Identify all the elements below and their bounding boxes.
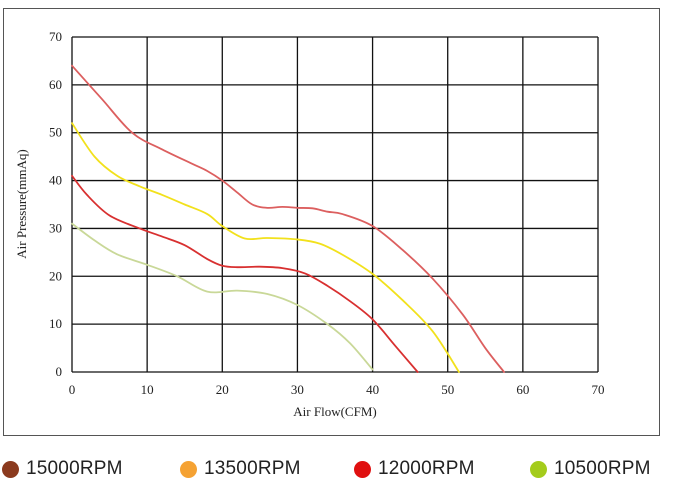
legend-label: 10500RPM — [554, 458, 651, 479]
legend-item-12000rpm: 12000RPM — [354, 458, 475, 480]
y-tick-label-70: 70 — [49, 29, 62, 44]
x-tick-label-30: 30 — [291, 382, 304, 397]
legend-label: 12000RPM — [378, 458, 475, 479]
series-line-15000rpm — [71, 64, 505, 373]
x-axis-label: Air Flow(CFM) — [293, 404, 376, 419]
y-tick-label-0: 0 — [56, 364, 63, 379]
tick-labels: 0 10 20 30 40 50 60 70 0 10 20 30 40 50 60 70 — [49, 29, 605, 397]
x-tick-label-20: 20 — [216, 382, 229, 397]
legend-label: 13500RPM — [204, 458, 301, 479]
fan-curve-chart: 0 10 20 30 40 50 60 70 0 10 20 30 40 50 60 70 Air Flow(… — [14, 29, 605, 419]
legend-item-15000rpm: 15000RPM — [2, 458, 123, 480]
legend-label: 15000RPM — [26, 458, 123, 479]
x-tick-label-10: 10 — [141, 382, 154, 397]
y-axis-label: Air Pressure(mmAq) — [14, 149, 29, 258]
y-tick-label-30: 30 — [49, 220, 62, 235]
x-tick-label-60: 60 — [516, 382, 529, 397]
legend-marker — [180, 460, 197, 478]
legend-marker — [530, 460, 547, 478]
y-tick-label-20: 20 — [49, 268, 62, 283]
x-tick-label-70: 70 — [592, 382, 605, 397]
legend-marker — [354, 460, 371, 478]
legend-item-13500rpm: 13500RPM — [180, 458, 301, 480]
series-lines — [71, 64, 505, 373]
legend: 15000RPM 13500RPM 12000RPM 10500RPM — [0, 452, 677, 492]
series-line-12000rpm — [71, 174, 419, 373]
x-tick-label-40: 40 — [366, 382, 379, 397]
series-line-10500rpm — [71, 222, 374, 371]
y-tick-label-40: 40 — [49, 173, 62, 188]
x-tick-label-0: 0 — [69, 382, 76, 397]
x-tick-label-50: 50 — [441, 382, 454, 397]
chart-frame — [3, 8, 660, 436]
legend-item-10500rpm: 10500RPM — [530, 458, 651, 480]
series-line-13500rpm — [71, 122, 460, 373]
y-tick-label-50: 50 — [49, 125, 62, 140]
grid — [71, 36, 599, 373]
legend-marker — [2, 460, 19, 478]
y-tick-label-60: 60 — [49, 77, 62, 92]
y-tick-label-10: 10 — [49, 316, 62, 331]
